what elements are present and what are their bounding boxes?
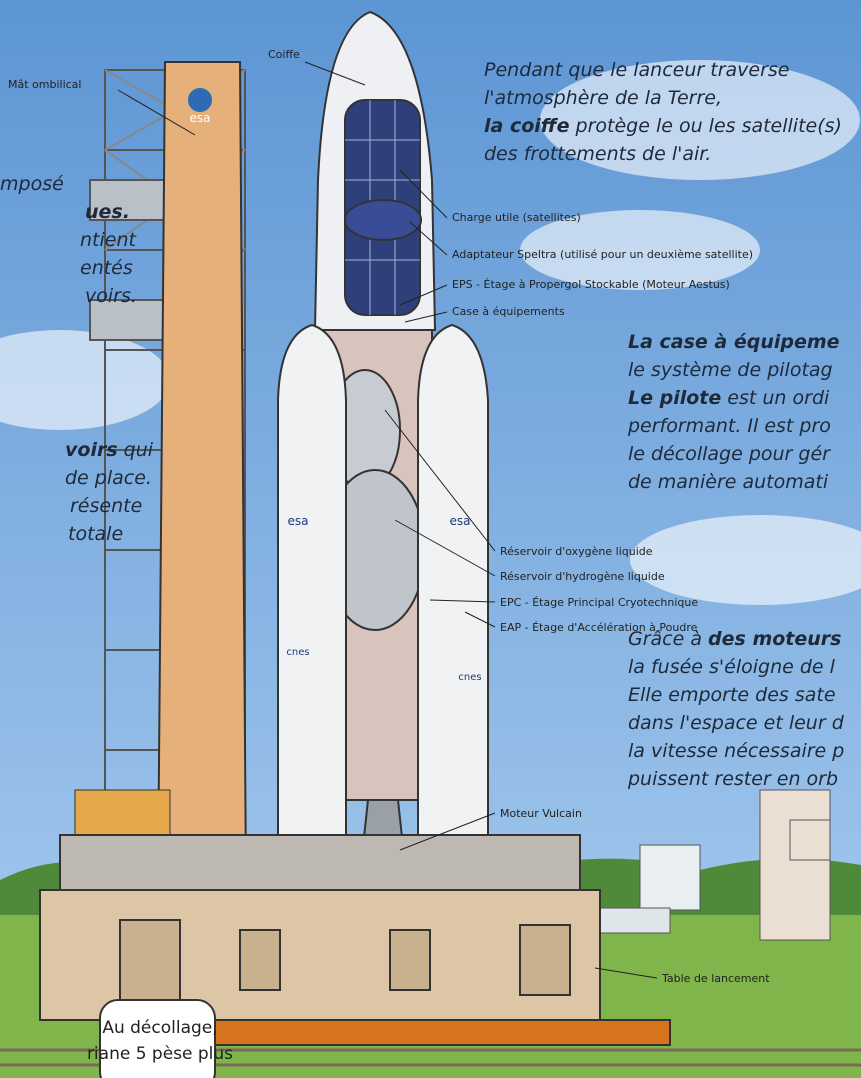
text-run: des moteurs — [708, 628, 841, 650]
illustration: Mât ombilical Coiffe Charge utile (satelli… — [0, 0, 861, 1078]
paragraph-line: Pendant que le lanceur traverse — [484, 59, 790, 81]
bubble-text: riane 5 pèse plus — [87, 1044, 233, 1064]
paragraph-line: entés — [80, 257, 133, 279]
text-run: Pendant que le lanceur traverse — [484, 59, 790, 81]
paragraph-line: la vitesse nécessaire p — [628, 740, 844, 762]
callout-label: Charge utile (satellites) — [452, 211, 581, 224]
text-run: est un ordi — [721, 387, 830, 409]
logo: cnes — [286, 647, 309, 658]
paragraph-line: des frottements de l'air. — [484, 143, 711, 165]
paragraph-line: ues. — [85, 201, 130, 223]
text-run: voirs — [65, 439, 118, 461]
paragraph-line: performant. Il est pro — [627, 415, 831, 437]
callout-label: Adaptateur Speltra (utilisé pour un deux… — [452, 248, 753, 261]
paragraph-line: de place. — [65, 467, 152, 489]
text-run: la fusée s'éloigne de l — [628, 656, 836, 678]
text-run: La case à équipeme — [628, 331, 840, 353]
text-run: la vitesse nécessaire p — [628, 740, 844, 762]
callout-label: Case à équipements — [452, 305, 565, 318]
callout-label: EPS - Étage à Propergol Stockable (Moteu… — [452, 278, 730, 291]
text-run: performant. Il est pro — [627, 415, 831, 437]
paragraph-line: mposé — [0, 173, 64, 195]
callout-label: EPC - Étage Principal Cryotechnique — [500, 596, 698, 609]
paragraph-line: la fusée s'éloigne de l — [628, 656, 836, 678]
mast-logo — [188, 88, 212, 112]
paragraph-line: dans l'espace et leur d — [628, 712, 845, 734]
paragraph-line: La case à équipeme — [628, 331, 840, 353]
logo: esa — [450, 514, 471, 528]
callout-label: Mât ombilical — [8, 78, 81, 91]
text-run: de place. — [65, 467, 152, 489]
text-run: l'atmosphère de la Terre, — [484, 87, 722, 109]
paragraph-line: Elle emporte des sate — [628, 684, 836, 706]
callout-label: Réservoir d'hydrogène liquide — [500, 570, 665, 583]
text-run: ntient — [80, 229, 138, 251]
text-run: de manière automati — [628, 471, 829, 493]
text-run: Grâce à — [628, 628, 708, 650]
text-run: dans l'espace et leur d — [628, 712, 845, 734]
text-run: résente — [70, 495, 142, 517]
paragraph-line: ntient — [80, 229, 138, 251]
paragraph-line: Le pilote est un ordi — [628, 387, 830, 409]
text-run: voirs. — [85, 285, 137, 307]
paragraph-line: le système de pilotag — [628, 359, 833, 381]
text-run: ues. — [85, 201, 130, 223]
mast — [158, 62, 246, 880]
callout-label: Coiffe — [268, 48, 300, 61]
paragraph-line: l'atmosphère de la Terre, — [484, 87, 722, 109]
page: Mât ombilical Coiffe Charge utile (satelli… — [0, 0, 861, 1078]
text-run: Elle emporte des sate — [628, 684, 836, 706]
paragraph-line: puissent rester en orb — [627, 768, 838, 790]
paragraph-line: voirs. — [85, 285, 137, 307]
paragraph-line: voirs qui — [65, 439, 154, 461]
paragraph-line: de manière automati — [628, 471, 829, 493]
text-run: la coiffe — [484, 115, 570, 137]
paragraph-line: la coiffe protège le ou les satellite(s) — [484, 115, 842, 137]
callout-label: Moteur Vulcain — [500, 807, 582, 820]
text-run: Le pilote — [628, 387, 721, 409]
speech-bubble — [100, 1000, 215, 1078]
text-run: entés — [80, 257, 133, 279]
text-run: qui — [118, 439, 154, 461]
logo: cnes — [458, 672, 481, 683]
text-run: des frottements de l'air. — [484, 143, 711, 165]
paragraph-line: totale — [68, 523, 123, 545]
text-run: le système de pilotag — [628, 359, 833, 381]
paragraph-line: le décollage pour gér — [628, 443, 831, 465]
text-run: mposé — [0, 173, 64, 195]
text-run: puissent rester en orb — [627, 768, 838, 790]
logo: esa — [190, 111, 211, 125]
logo: esa — [288, 514, 309, 528]
text-run: totale — [68, 523, 123, 545]
bubble-text: Au décollage, — [102, 1018, 217, 1038]
paragraph-line: résente — [70, 495, 142, 517]
callout-label: Table de lancement — [661, 972, 770, 985]
callout-label: Réservoir d'oxygène liquide — [500, 545, 653, 558]
text-run: le décollage pour gér — [628, 443, 831, 465]
text-run: protège le ou les satellite(s) — [569, 115, 841, 137]
paragraph-line: Grâce à des moteurs — [628, 628, 841, 650]
